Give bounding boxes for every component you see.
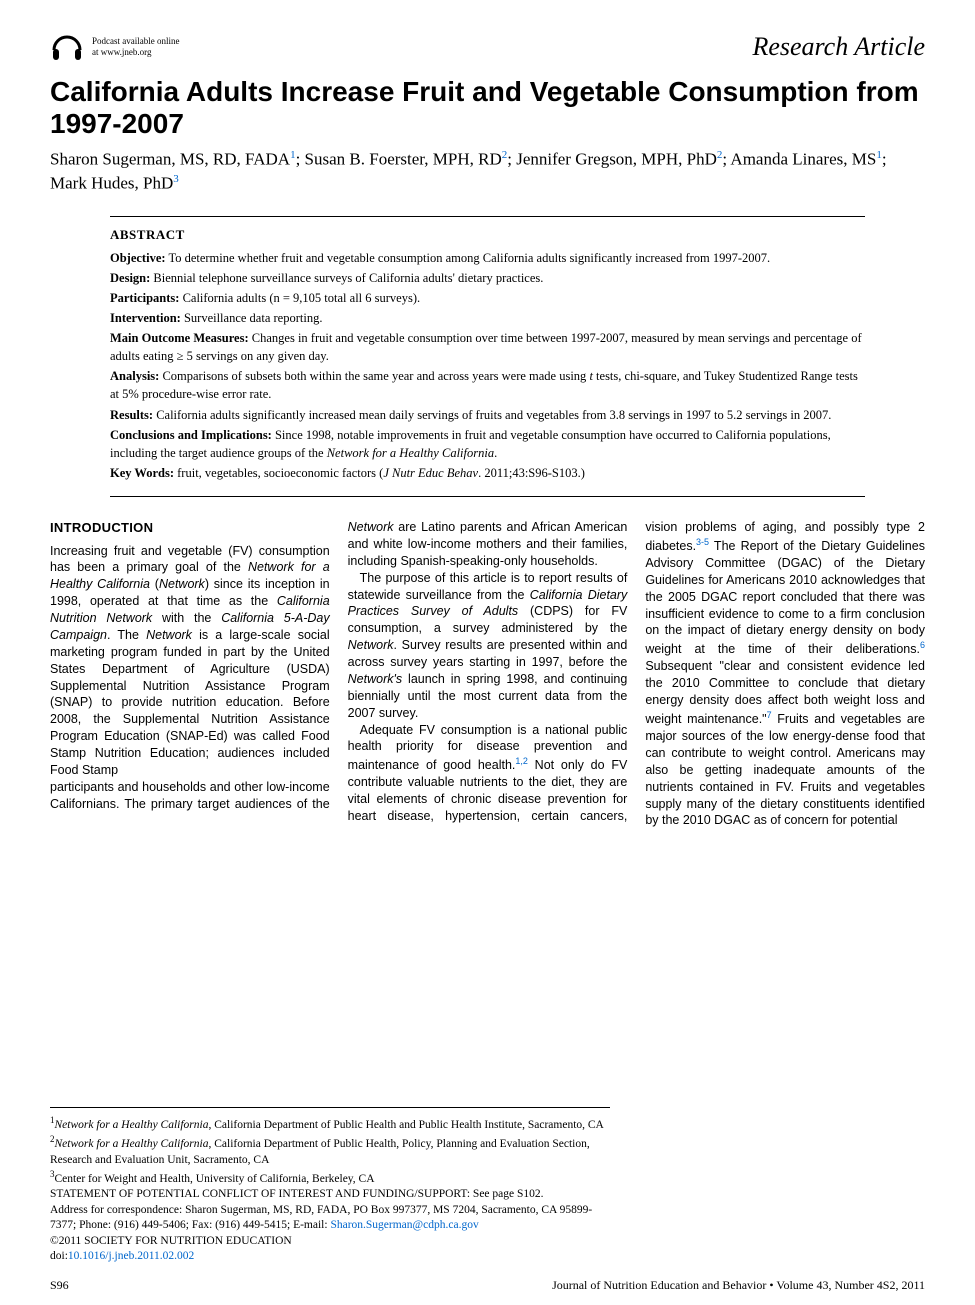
abs-conclusions: Conclusions and Implications: Since 1998… [110, 426, 865, 462]
abs-keywords: Key Words: fruit, vegetables, socioecono… [110, 464, 865, 482]
affil-2: 2Network for a Healthy California, Calif… [50, 1133, 610, 1168]
abs-analysis: Analysis: Comparisons of subsets both wi… [110, 367, 865, 403]
correspondence: Address for correspondence: Sharon Suger… [50, 1203, 610, 1234]
abs-outcome: Main Outcome Measures: Changes in fruit … [110, 329, 865, 365]
abs-label: Conclusions and Implications: [110, 428, 272, 442]
abs-label: Key Words: [110, 466, 174, 480]
abs-intervention: Intervention: Surveillance data reportin… [110, 309, 865, 327]
affiliations-block: 1Network for a Healthy California, Calif… [50, 1107, 610, 1265]
body-text-columns: INTRODUCTION Increasing fruit and vegeta… [50, 519, 925, 829]
article-type: Research Article [752, 32, 925, 62]
abs-text: California adults (n = 9,105 total all 6… [183, 291, 421, 305]
abs-participants: Participants: California adults (n = 9,1… [110, 289, 865, 307]
abs-label: Intervention: [110, 311, 181, 325]
podcast-line1: Podcast available online [92, 36, 179, 47]
abs-results: Results: California adults significantly… [110, 406, 865, 424]
doi-link[interactable]: 10.1016/j.jneb.2011.02.002 [68, 1250, 194, 1262]
header-row: Podcast available online at www.jneb.org… [50, 30, 925, 64]
copyright-line: ©2011 SOCIETY FOR NUTRITION EDUCATION [50, 1234, 610, 1250]
abs-design: Design: Biennial telephone surveillance … [110, 269, 865, 287]
abs-text: fruit, vegetables, socioeconomic factors… [177, 466, 585, 480]
abs-label: Results: [110, 408, 153, 422]
doi-line: doi:10.1016/j.jneb.2011.02.002 [50, 1249, 610, 1265]
section-heading-introduction: INTRODUCTION [50, 519, 330, 537]
abs-text: California adults significantly increase… [156, 408, 831, 422]
abs-label: Analysis: [110, 369, 159, 383]
article-title: California Adults Increase Fruit and Veg… [50, 76, 925, 140]
podcast-badge: Podcast available online at www.jneb.org [50, 30, 179, 64]
abs-label: Participants: [110, 291, 179, 305]
body-para: The purpose of this article is to report… [348, 570, 628, 722]
abs-objective: Objective: To determine whether fruit an… [110, 249, 865, 267]
affil-1: 1Network for a Healthy California, Calif… [50, 1114, 610, 1133]
abstract-heading: ABSTRACT [110, 227, 865, 243]
abs-text: Comparisons of subsets both within the s… [110, 369, 858, 401]
abs-text: Surveillance data reporting. [184, 311, 323, 325]
coi-statement: STATEMENT OF POTENTIAL CONFLICT OF INTER… [50, 1187, 610, 1203]
abs-label: Design: [110, 271, 150, 285]
abstract-block: ABSTRACT Objective: To determine whether… [110, 216, 865, 498]
correspondence-email-link[interactable]: Sharon.Sugerman@cdph.ca.gov [330, 1219, 478, 1231]
headphones-icon [50, 30, 84, 64]
podcast-text: Podcast available online at www.jneb.org [92, 36, 179, 58]
authors-line: Sharon Sugerman, MS, RD, FADA1; Susan B.… [50, 148, 925, 195]
page-footer: S96 Journal of Nutrition Education and B… [50, 1278, 925, 1293]
corr-text: Address for correspondence: Sharon Suger… [50, 1204, 592, 1232]
abs-text: To determine whether fruit and vegetable… [168, 251, 770, 265]
body-para: Increasing fruit and vegetable (FV) cons… [50, 543, 330, 779]
journal-citation: Journal of Nutrition Education and Behav… [552, 1278, 925, 1293]
podcast-line2: at www.jneb.org [92, 47, 179, 58]
page-number: S96 [50, 1278, 69, 1293]
abs-text: Biennial telephone surveillance surveys … [153, 271, 543, 285]
abs-label: Objective: [110, 251, 166, 265]
abs-label: Main Outcome Measures: [110, 331, 249, 345]
doi-prefix: doi: [50, 1250, 68, 1262]
affil-3: 3Center for Weight and Health, Universit… [50, 1168, 610, 1187]
